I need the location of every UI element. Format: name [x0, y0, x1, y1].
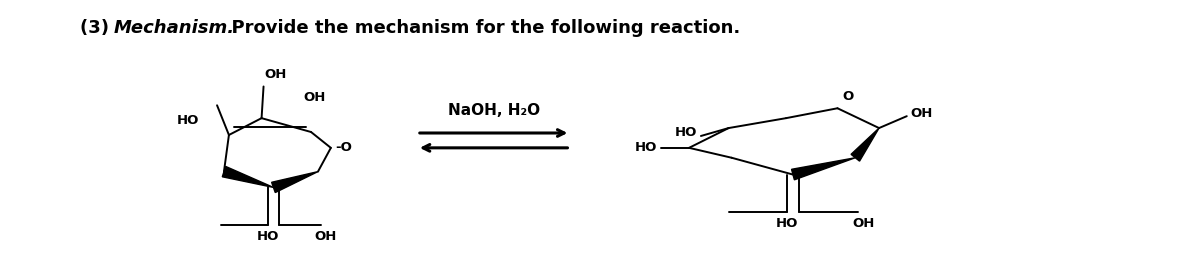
Polygon shape	[851, 128, 880, 161]
Text: (3): (3)	[80, 19, 115, 37]
Text: OH: OH	[911, 107, 934, 120]
Polygon shape	[222, 167, 274, 188]
Polygon shape	[792, 158, 856, 180]
Text: HO: HO	[257, 230, 278, 243]
Text: HO: HO	[176, 114, 199, 127]
Polygon shape	[271, 172, 318, 193]
Text: NaOH, H₂O: NaOH, H₂O	[448, 103, 540, 118]
Text: Mechanism.: Mechanism.	[113, 19, 234, 37]
Text: OH: OH	[314, 230, 337, 243]
Text: Provide the mechanism for the following reaction.: Provide the mechanism for the following …	[220, 19, 740, 37]
Text: HO: HO	[776, 217, 798, 230]
Text: HO: HO	[674, 127, 697, 139]
Text: -O: -O	[335, 141, 352, 154]
Text: O: O	[842, 90, 853, 103]
Text: OH: OH	[264, 68, 287, 81]
Text: OH: OH	[304, 91, 325, 104]
Text: HO: HO	[635, 141, 658, 154]
Text: OH: OH	[852, 217, 875, 230]
